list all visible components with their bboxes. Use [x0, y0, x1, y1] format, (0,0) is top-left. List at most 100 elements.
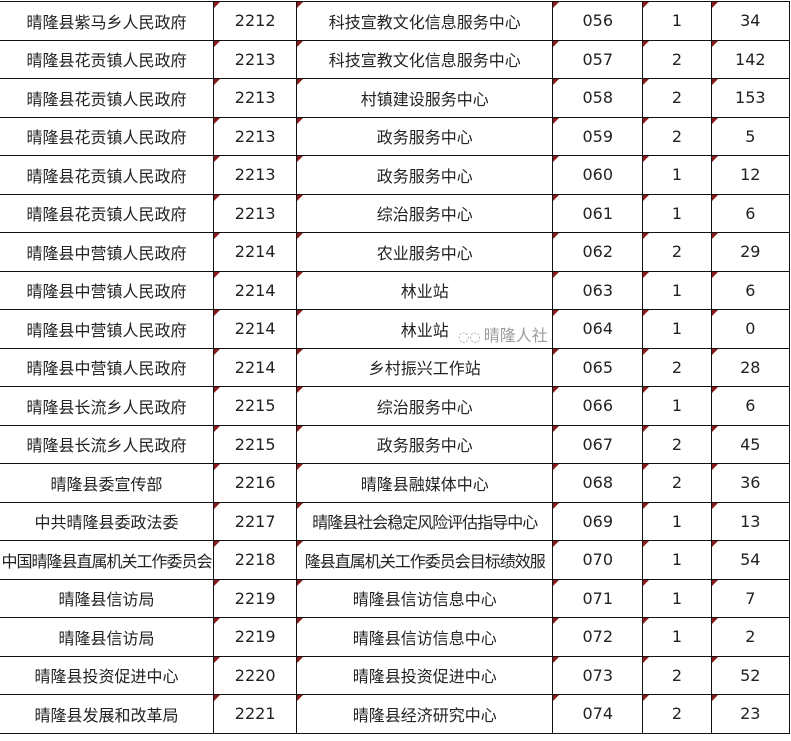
cell-quota[interactable]: 1 [642, 501, 712, 541]
cell-quota[interactable]: 1 [642, 540, 712, 580]
cell-code[interactable]: 2217 [212, 501, 298, 541]
cell-position-code[interactable]: 067 [552, 424, 644, 464]
cell-position-code[interactable]: 062 [552, 232, 644, 272]
cell-code[interactable]: 2215 [212, 386, 298, 426]
cell-quota[interactable]: 1 [642, 1, 712, 41]
cell-applicants[interactable]: 6 [710, 193, 791, 233]
cell-position-code[interactable]: 071 [552, 578, 644, 618]
cell-unit[interactable]: 政务服务中心 [296, 116, 554, 156]
cell-position-code[interactable]: 063 [552, 270, 644, 310]
cell-position-code[interactable]: 073 [552, 655, 644, 695]
cell-unit[interactable]: 村镇建设服务中心 [296, 78, 554, 118]
cell-unit[interactable]: 科技宣教文化信息服务中心 [296, 39, 554, 79]
cell-applicants[interactable]: 45 [710, 424, 791, 464]
cell-applicants[interactable]: 12 [710, 155, 791, 195]
cell-code[interactable]: 2216 [212, 463, 298, 503]
cell-applicants[interactable]: 13 [710, 501, 791, 541]
cell-position-code[interactable]: 056 [552, 1, 644, 41]
cell-quota[interactable]: 2 [642, 39, 712, 79]
cell-unit[interactable]: 农业服务中心 [296, 232, 554, 272]
cell-quota[interactable]: 1 [642, 578, 712, 618]
cell-quota[interactable]: 2 [642, 116, 712, 156]
cell-quota[interactable]: 2 [642, 78, 712, 118]
cell-code[interactable]: 2214 [212, 270, 298, 310]
cell-position-code[interactable]: 065 [552, 347, 644, 387]
cell-department[interactable]: 晴隆县花贡镇人民政府 [0, 116, 214, 156]
cell-position-code[interactable]: 074 [552, 694, 644, 734]
cell-department[interactable]: 晴隆县发展和改革局 [0, 694, 214, 734]
cell-quota[interactable]: 2 [642, 655, 712, 695]
cell-quota[interactable]: 2 [642, 463, 712, 503]
cell-department[interactable]: 晴隆县信访局 [0, 578, 214, 618]
cell-position-code[interactable]: 066 [552, 386, 644, 426]
cell-unit[interactable]: 综治服务中心 [296, 386, 554, 426]
cell-unit[interactable]: 晴隆县信访信息中心 [296, 617, 554, 657]
cell-department[interactable]: 晴隆县紫马乡人民政府 [0, 1, 214, 41]
cell-department[interactable]: 中共晴隆县委政法委 [0, 501, 214, 541]
cell-unit[interactable]: 政务服务中心 [296, 155, 554, 195]
cell-quota[interactable]: 1 [642, 270, 712, 310]
cell-applicants[interactable]: 23 [710, 694, 791, 734]
cell-department[interactable]: 晴隆县委宣传部 [0, 463, 214, 503]
cell-department[interactable]: 晴隆县长流乡人民政府 [0, 424, 214, 464]
cell-code[interactable]: 2214 [212, 309, 298, 349]
cell-department[interactable]: 中国晴隆县直属机关工作委员会 [0, 540, 214, 580]
cell-code[interactable]: 2213 [212, 193, 298, 233]
cell-code[interactable]: 2213 [212, 116, 298, 156]
cell-code[interactable]: 2213 [212, 39, 298, 79]
cell-unit[interactable]: 政务服务中心 [296, 424, 554, 464]
cell-quota[interactable]: 2 [642, 694, 712, 734]
cell-department[interactable]: 晴隆县花贡镇人民政府 [0, 39, 214, 79]
cell-position-code[interactable]: 061 [552, 193, 644, 233]
cell-position-code[interactable]: 060 [552, 155, 644, 195]
cell-position-code[interactable]: 059 [552, 116, 644, 156]
cell-applicants[interactable]: 6 [710, 270, 791, 310]
cell-position-code[interactable]: 070 [552, 540, 644, 580]
cell-department[interactable]: 晴隆县信访局 [0, 617, 214, 657]
cell-unit[interactable]: 林业站 [296, 270, 554, 310]
cell-applicants[interactable]: 0 [710, 309, 791, 349]
cell-unit[interactable]: 林业站 [296, 309, 554, 349]
cell-unit[interactable]: 晴隆县投资促进中心 [296, 655, 554, 695]
cell-unit[interactable]: 晴隆县融媒体中心 [296, 463, 554, 503]
cell-unit[interactable]: 隆县直属机关工作委员会目标绩效服 [296, 540, 554, 580]
cell-quota[interactable]: 1 [642, 193, 712, 233]
cell-applicants[interactable]: 54 [710, 540, 791, 580]
cell-code[interactable]: 2213 [212, 155, 298, 195]
cell-code[interactable]: 2218 [212, 540, 298, 580]
cell-applicants[interactable]: 28 [710, 347, 791, 387]
cell-position-code[interactable]: 058 [552, 78, 644, 118]
cell-position-code[interactable]: 064 [552, 309, 644, 349]
cell-unit[interactable]: 晴隆县信访信息中心 [296, 578, 554, 618]
cell-unit[interactable]: 乡村振兴工作站 [296, 347, 554, 387]
cell-applicants[interactable]: 142 [710, 39, 791, 79]
cell-quota[interactable]: 2 [642, 232, 712, 272]
cell-applicants[interactable]: 36 [710, 463, 791, 503]
cell-position-code[interactable]: 068 [552, 463, 644, 503]
cell-quota[interactable]: 1 [642, 386, 712, 426]
cell-department[interactable]: 晴隆县长流乡人民政府 [0, 386, 214, 426]
cell-code[interactable]: 2221 [212, 694, 298, 734]
cell-code[interactable]: 2219 [212, 578, 298, 618]
cell-unit[interactable]: 综治服务中心 [296, 193, 554, 233]
cell-applicants[interactable]: 6 [710, 386, 791, 426]
cell-position-code[interactable]: 072 [552, 617, 644, 657]
cell-unit[interactable]: 科技宣教文化信息服务中心 [296, 1, 554, 41]
cell-applicants[interactable]: 7 [710, 578, 791, 618]
cell-position-code[interactable]: 069 [552, 501, 644, 541]
cell-applicants[interactable]: 5 [710, 116, 791, 156]
cell-department[interactable]: 晴隆县中营镇人民政府 [0, 309, 214, 349]
cell-code[interactable]: 2219 [212, 617, 298, 657]
cell-code[interactable]: 2214 [212, 347, 298, 387]
cell-unit[interactable]: 晴隆县经济研究中心 [296, 694, 554, 734]
cell-code[interactable]: 2213 [212, 78, 298, 118]
cell-department[interactable]: 晴隆县投资促进中心 [0, 655, 214, 695]
cell-applicants[interactable]: 52 [710, 655, 791, 695]
cell-position-code[interactable]: 057 [552, 39, 644, 79]
cell-quota[interactable]: 2 [642, 347, 712, 387]
cell-department[interactable]: 晴隆县中营镇人民政府 [0, 270, 214, 310]
cell-department[interactable]: 晴隆县中营镇人民政府 [0, 347, 214, 387]
cell-department[interactable]: 晴隆县花贡镇人民政府 [0, 155, 214, 195]
cell-applicants[interactable]: 34 [710, 1, 791, 41]
cell-quota[interactable]: 2 [642, 424, 712, 464]
